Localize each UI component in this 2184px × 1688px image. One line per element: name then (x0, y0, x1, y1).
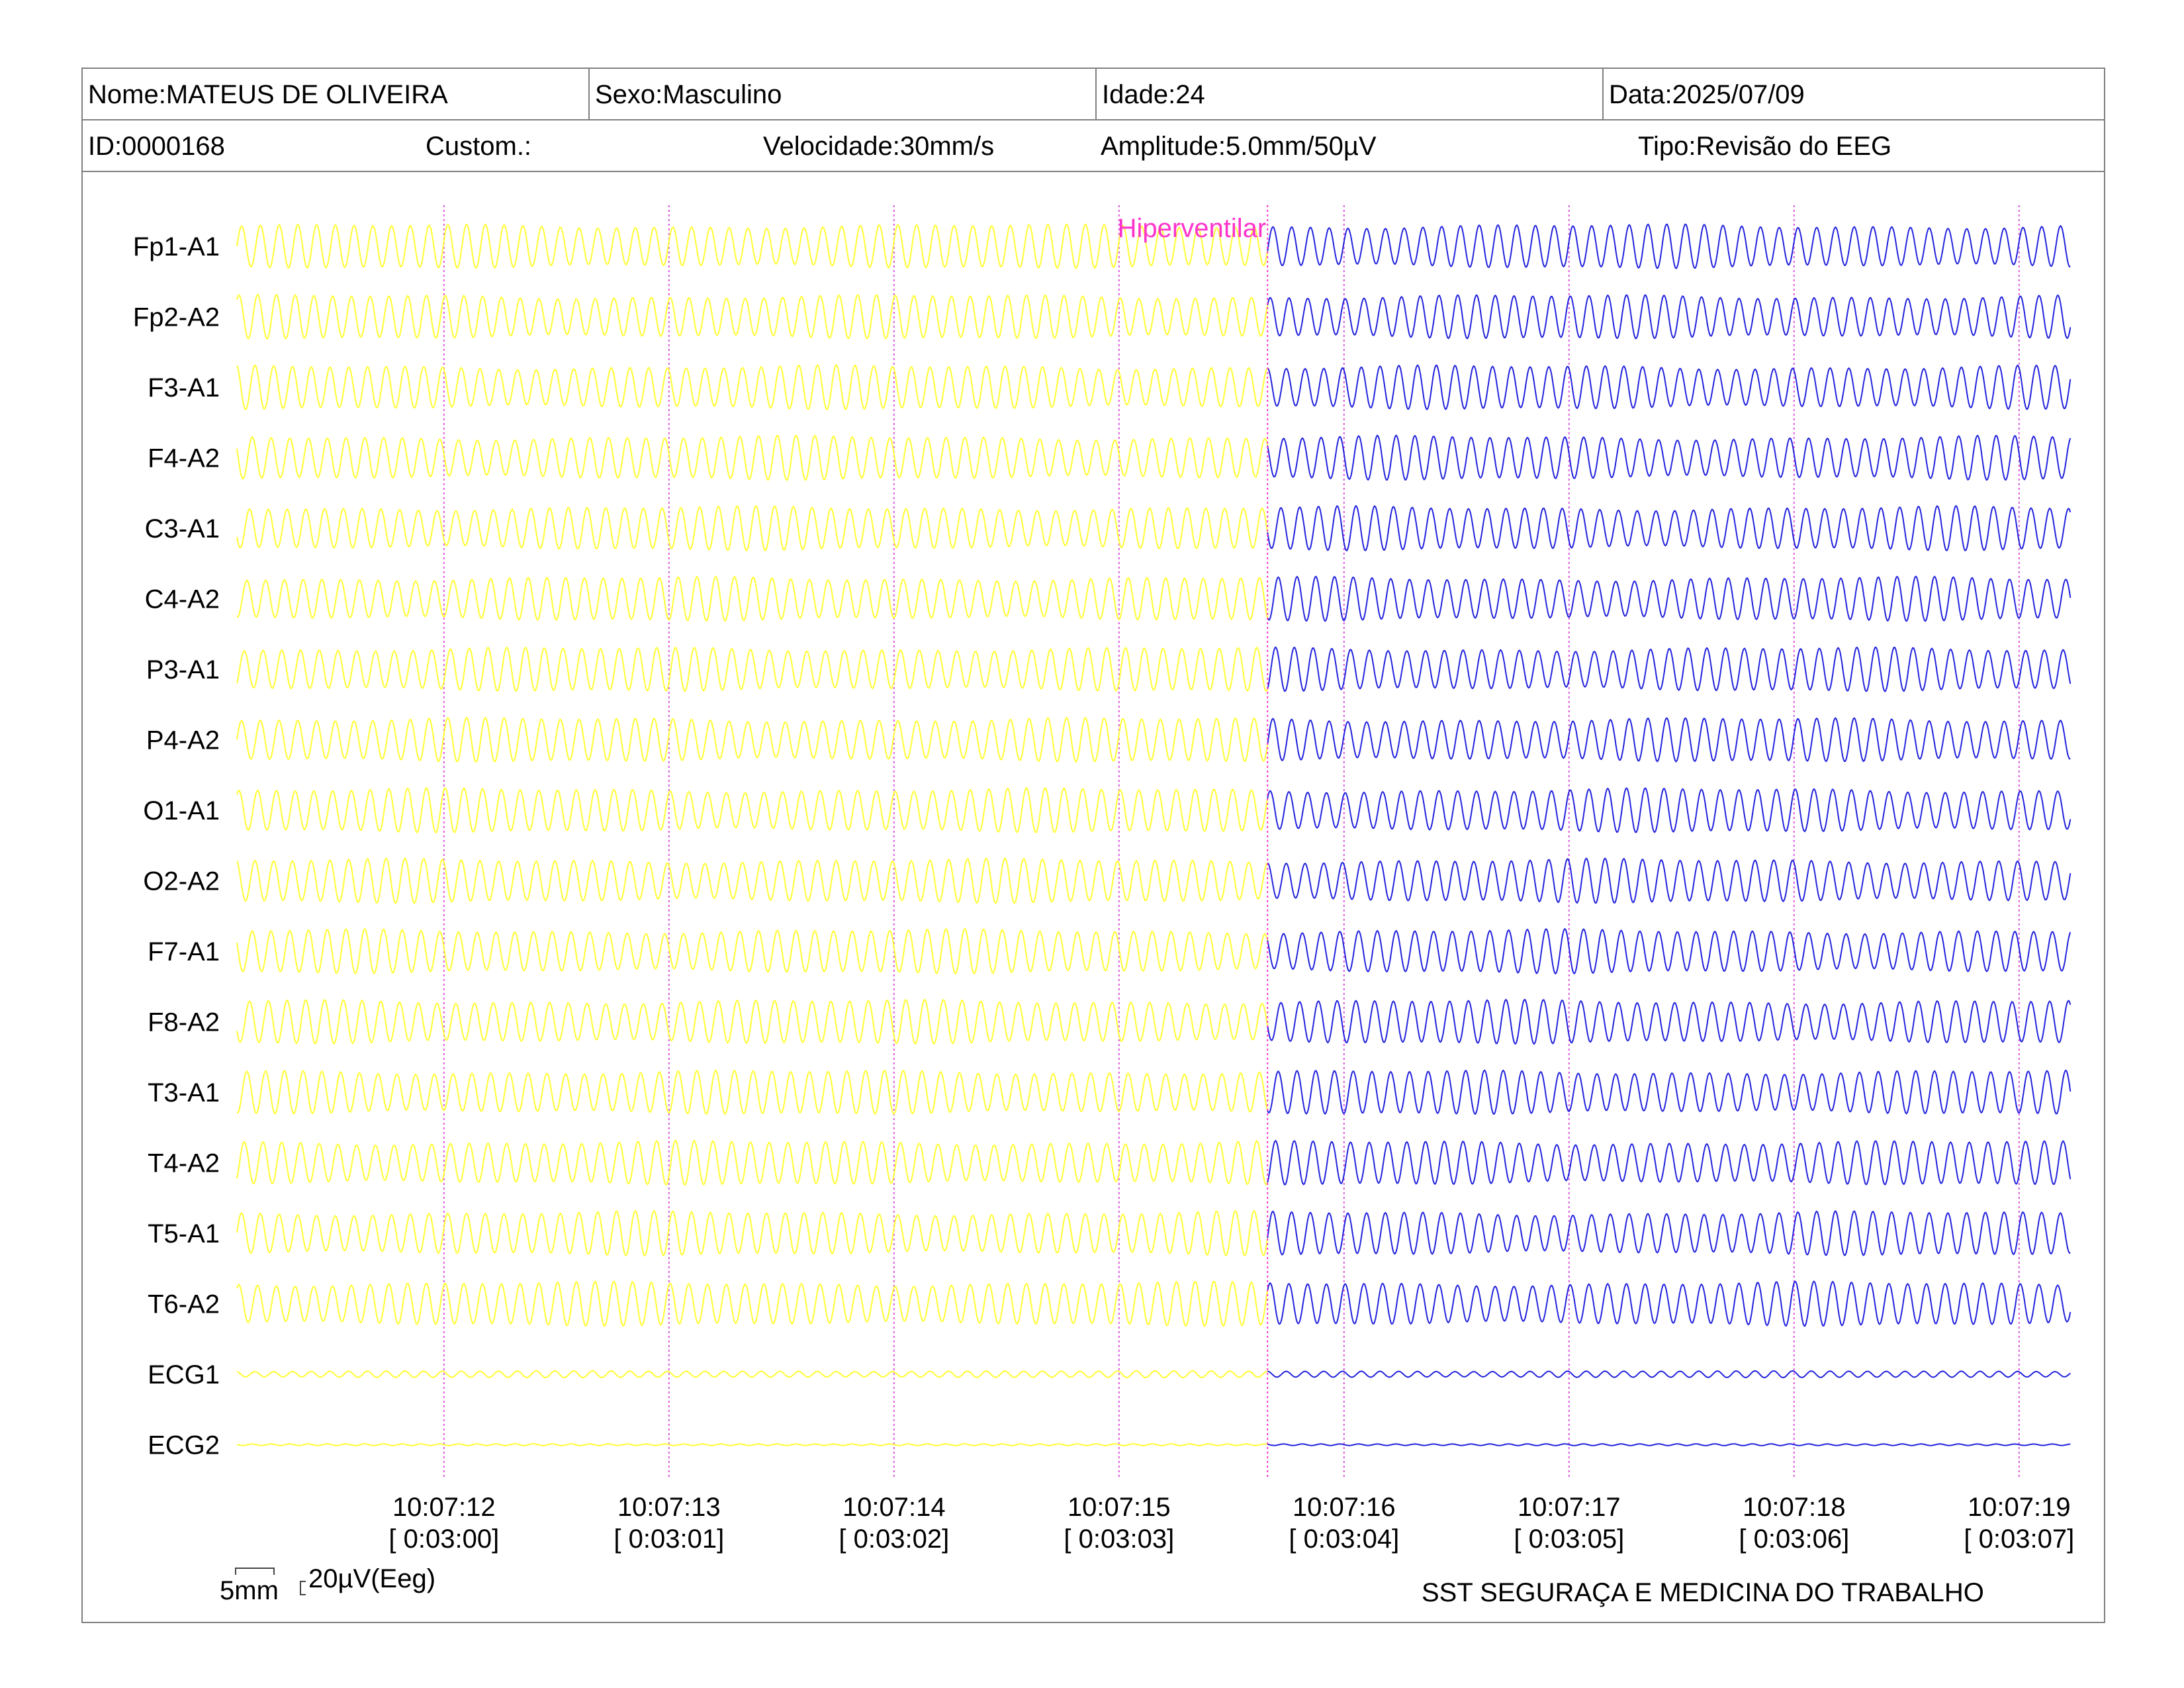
channel-label-t4-a2: T4-A2 (148, 1149, 220, 1178)
event-label: Hiperventilar (1118, 214, 1267, 243)
trace-ecg2-segment-1 (1267, 1443, 2071, 1446)
channel-labels: Fp1-A1 Fp2-A2 F3-A1 F4-A2 C3-A1 C4-A2 P3-A1 P4-… (133, 232, 220, 1460)
tick-elapsed-7: [ 0:03:07] (1964, 1524, 2074, 1554)
channel-label-fp1-a1: Fp1-A1 (133, 232, 220, 261)
tick-elapsed-5: [ 0:03:05] (1514, 1524, 1624, 1554)
eeg-traces (236, 223, 2071, 1446)
tick-time-3: 10:07:15 (1068, 1493, 1171, 1522)
trace-o2-a2-segment-1 (1267, 857, 2071, 904)
trace-f8-a2-segment-0 (236, 998, 1269, 1045)
tick-time-4: 10:07:16 (1293, 1493, 1396, 1522)
trace-p4-a2-segment-0 (236, 716, 1269, 763)
trace-c3-a1-segment-0 (236, 505, 1269, 552)
tick-time-2: 10:07:14 (842, 1493, 946, 1522)
time-axis: 10:07:12[ 0:03:00] 10:07:13[ 0:03:01] 10:0… (388, 1493, 2074, 1554)
trace-f3-a1-segment-0 (236, 363, 1268, 410)
header-row-exam: ID:0000168 Custom.: Velocidade:30mm/s Am… (83, 120, 2104, 172)
trace-p3-a1-segment-0 (236, 646, 1269, 692)
trace-f8-a2-segment-1 (1267, 998, 2071, 1045)
exam-type: Tipo:Revisão do EEG (1638, 132, 1892, 161)
trace-fp2-a2-segment-0 (236, 293, 1269, 340)
organization-name: SST SEGURAÇA E MEDICINA DO TRABALHO (1422, 1578, 1984, 1607)
trace-f7-a1-segment-1 (1267, 928, 2071, 975)
tick-elapsed-1: [ 0:03:01] (614, 1524, 724, 1554)
trace-c4-a2-segment-1 (1267, 575, 2071, 622)
trace-f3-a1-segment-1 (1267, 364, 2071, 410)
exam-date: Data:2025/07/09 (1602, 69, 2105, 119)
channel-label-c4-a2: C4-A2 (145, 585, 220, 614)
tick-elapsed-3: [ 0:03:03] (1064, 1524, 1174, 1554)
trace-t3-a1-segment-0 (236, 1069, 1269, 1115)
tick-time-6: 10:07:18 (1743, 1493, 1846, 1522)
trace-o1-a1-segment-1 (1267, 787, 2071, 833)
trace-c3-a1-segment-1 (1267, 504, 2071, 552)
trace-t6-a2-segment-1 (1267, 1280, 2071, 1327)
trace-o2-a2-segment-0 (236, 857, 1268, 904)
channel-label-fp2-a2: Fp2-A2 (133, 303, 220, 332)
channel-label-p3-a1: P3-A1 (146, 655, 220, 684)
trace-fp1-a1-segment-0 (236, 223, 1269, 269)
channel-label-f4-a2: F4-A2 (148, 444, 220, 473)
calibration-scale: 5mm 20µV(Eeg) (218, 1559, 483, 1612)
tick-elapsed-6: [ 0:03:06] (1739, 1524, 1849, 1554)
channel-label-o1-a1: O1-A1 (143, 796, 220, 825)
channel-label-p4-a2: P4-A2 (146, 726, 220, 755)
trace-t4-a2-segment-0 (236, 1139, 1269, 1186)
channel-label-ecg1: ECG1 (148, 1360, 220, 1389)
patient-id: ID:0000168 (88, 132, 225, 161)
trace-fp2-a2-segment-1 (1267, 294, 2071, 340)
trace-f7-a1-segment-0 (236, 927, 1269, 975)
channel-label-f8-a2: F8-A2 (148, 1008, 220, 1037)
trace-p4-a2-segment-1 (1267, 717, 2071, 763)
trace-fp1-a1-segment-1 (1267, 223, 2071, 269)
patient-age: Idade:24 (1095, 69, 1602, 119)
channel-label-f3-a1: F3-A1 (148, 373, 220, 402)
trace-c4-a2-segment-0 (236, 575, 1269, 622)
calibration-bracket-icon (235, 1568, 306, 1595)
event-markers: Hiperventilar (1118, 205, 1269, 1479)
trace-o1-a1-segment-0 (236, 786, 1269, 834)
patient-sex: Sexo:Masculino (588, 69, 1095, 119)
trace-ecg2-segment-0 (236, 1443, 1268, 1446)
channel-label-t3-a1: T3-A1 (148, 1078, 220, 1107)
scale-mm-label: 5mm (220, 1576, 279, 1605)
patient-name: Nome:MATEUS DE OLIVEIRA (88, 80, 448, 109)
trace-f4-a2-segment-1 (1267, 434, 2071, 481)
trace-t3-a1-segment-1 (1267, 1069, 2071, 1115)
paper-speed: Velocidade:30mm/s (763, 132, 995, 161)
channel-label-o2-a2: O2-A2 (143, 867, 220, 896)
channel-label-f7-a1: F7-A1 (148, 937, 220, 966)
channel-label-c3-a1: C3-A1 (145, 514, 220, 543)
channel-label-ecg2: ECG2 (148, 1431, 220, 1460)
tick-time-0: 10:07:12 (392, 1493, 496, 1522)
scale-uv-label: 20µV(Eeg) (308, 1564, 436, 1593)
tick-time-1: 10:07:13 (617, 1493, 721, 1522)
trace-t6-a2-segment-0 (236, 1280, 1269, 1327)
amplitude-setting: Amplitude:5.0mm/50µV (1101, 132, 1377, 161)
tick-time-5: 10:07:17 (1518, 1493, 1621, 1522)
trace-p3-a1-segment-1 (1267, 646, 2071, 692)
tick-elapsed-2: [ 0:03:02] (839, 1524, 949, 1554)
report-frame: Nome:MATEUS DE OLIVEIRA Sexo:Masculino I… (81, 68, 2105, 1623)
tick-elapsed-0: [ 0:03:00] (388, 1524, 499, 1554)
trace-f4-a2-segment-0 (236, 434, 1269, 481)
trace-t5-a1-segment-1 (1267, 1210, 2071, 1256)
tick-time-7: 10:07:19 (1968, 1493, 2071, 1522)
trace-t4-a2-segment-1 (1267, 1139, 2071, 1186)
trace-ecg1-segment-1 (1267, 1370, 2071, 1379)
custom-field: Custom.: (426, 132, 532, 161)
channel-label-t5-a1: T5-A1 (148, 1219, 220, 1248)
trace-ecg1-segment-0 (236, 1370, 1268, 1379)
time-grid (443, 205, 2020, 1479)
header-row-patient: Nome:MATEUS DE OLIVEIRA Sexo:Masculino I… (83, 69, 2104, 120)
trace-t5-a1-segment-0 (236, 1209, 1269, 1257)
channel-label-t6-a2: T6-A2 (148, 1290, 220, 1319)
tick-elapsed-4: [ 0:03:04] (1289, 1524, 1399, 1554)
